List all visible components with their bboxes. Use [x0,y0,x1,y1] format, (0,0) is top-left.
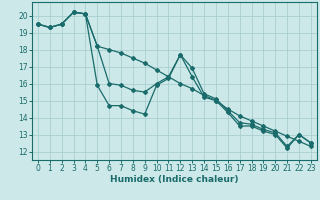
X-axis label: Humidex (Indice chaleur): Humidex (Indice chaleur) [110,175,239,184]
